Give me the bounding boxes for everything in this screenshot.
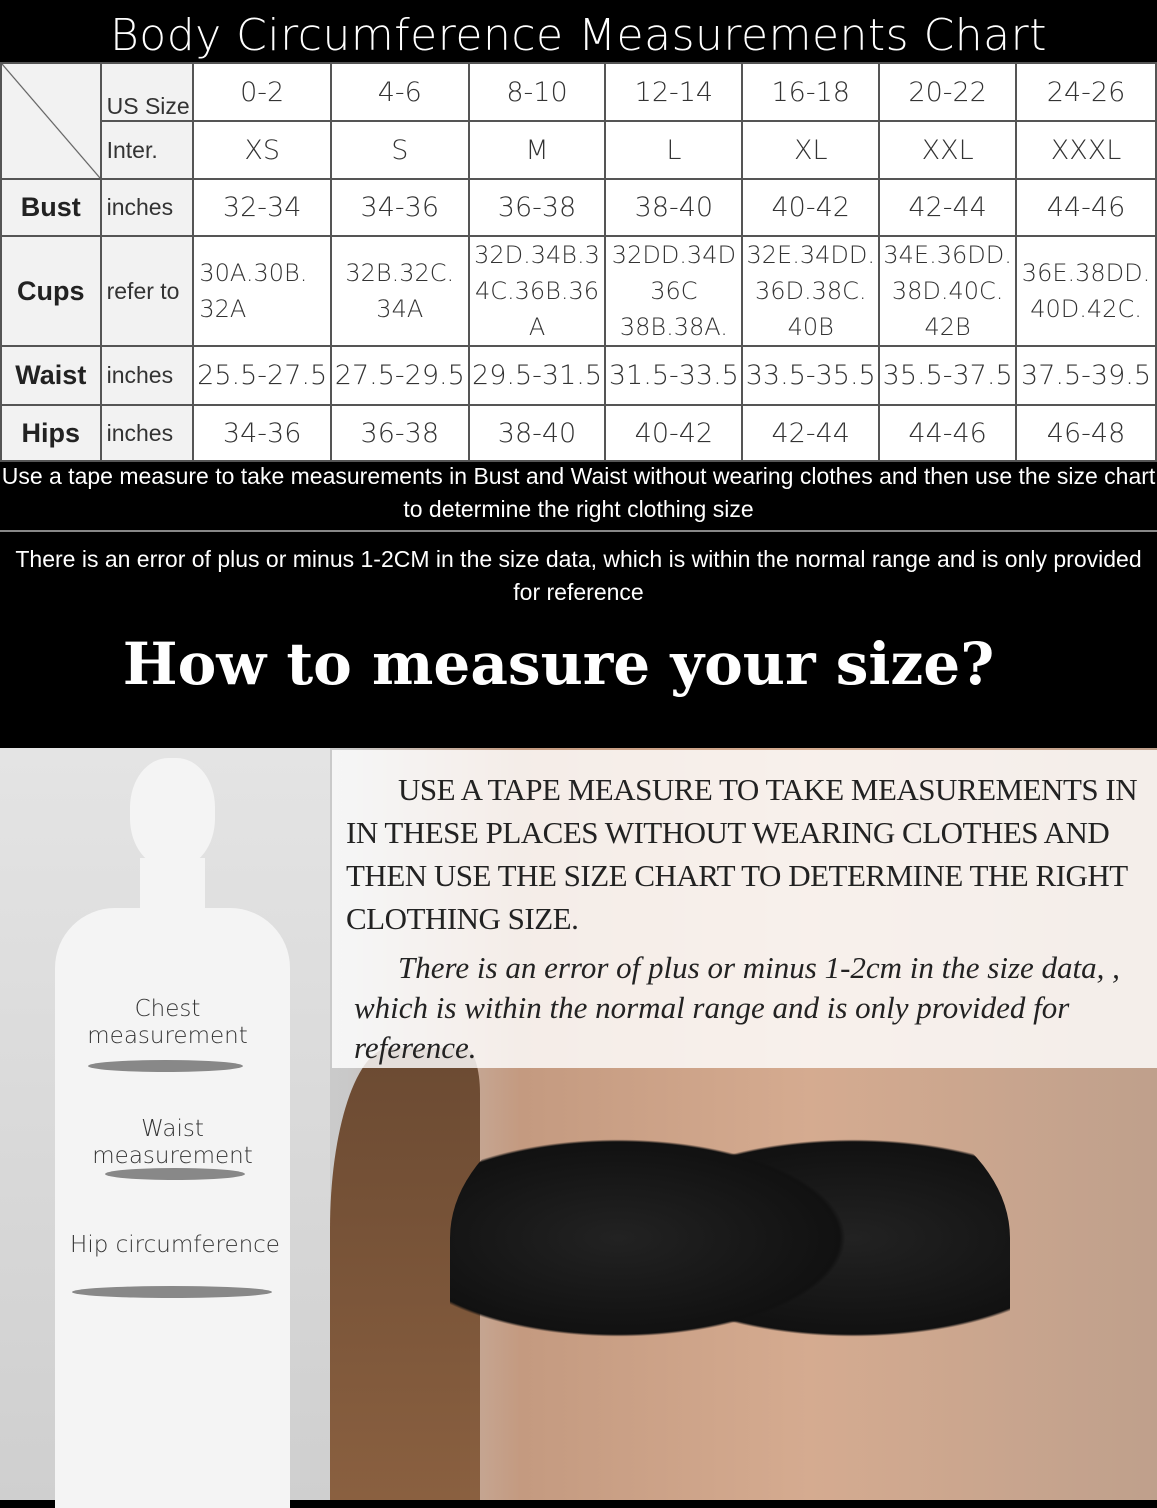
- us-size-cell: 4-6: [329, 62, 470, 122]
- value-cell: 32B.32C. 34A: [329, 235, 470, 347]
- chart-title: Body Circumference Measurements Chart: [0, 0, 1157, 62]
- table-row-cups: Cups refer to 30A.30B. 32A 32B.32C. 34A 32D.…: [0, 235, 1157, 347]
- value-cell: 44-46: [1015, 178, 1157, 237]
- inter-size-row: Inter. XS S M L XL XXL XXXL: [1, 120, 1157, 180]
- value-cell: 36E.38DD. 40D.42C.: [1015, 235, 1157, 347]
- value-cell: 42-44: [741, 404, 881, 462]
- inter-size-cell: S: [329, 120, 470, 180]
- inter-label: Inter.: [99, 120, 195, 180]
- value-cell: 33.5-35.5: [741, 345, 881, 406]
- row-label: Waist: [0, 345, 102, 406]
- body-figure: Chest measurement Waist measurement Hip …: [0, 748, 330, 1508]
- instructions-box: USE A TAPE MEASURE TO TAKE MEASUREMENTS …: [332, 750, 1157, 1068]
- value-cell: 27.5-29.5: [329, 345, 470, 406]
- value-cell: 36-38: [329, 404, 470, 462]
- value-cell: 36-38: [467, 178, 607, 237]
- value-cell: 40-42: [741, 178, 881, 237]
- row-label: Hips: [0, 404, 102, 462]
- us-size-cell: 0-2: [192, 62, 332, 122]
- us-size-cell: 24-26: [1015, 62, 1157, 122]
- row-unit: inches: [99, 178, 195, 237]
- table-row-hips: Hips inches 34-36 36-38 38-40 40-42 42-44 44-46…: [0, 404, 1157, 462]
- value-cell: 37.5-39.5: [1015, 345, 1157, 406]
- value-cell: 35.5-37.5: [878, 345, 1018, 406]
- row-unit: inches: [99, 345, 195, 406]
- value-cell: 31.5-33.5: [604, 345, 744, 406]
- value-cell: 25.5-27.5: [192, 345, 332, 406]
- inter-size-cell: XL: [741, 120, 881, 180]
- error-note-text: There is an error of plus or minus 1-2cm…: [354, 950, 1120, 1065]
- figure-torso: [55, 908, 290, 1508]
- corner-cell: [0, 62, 102, 180]
- value-cell: 32E.34DD. 36D.38C. 40B: [741, 235, 881, 347]
- hip-band: [72, 1286, 272, 1298]
- inter-size-cell: L: [604, 120, 744, 180]
- value-cell: 32DD.34D 36C 38B.38A.: [604, 235, 744, 347]
- how-to-heading: How to measure your size?: [122, 630, 995, 698]
- waist-band: [105, 1168, 245, 1180]
- instructions-text: USE A TAPE MEASURE TO TAKE MEASUREMENTS …: [346, 772, 1138, 936]
- value-cell: 42-44: [878, 178, 1018, 237]
- value-cell: 34-36: [192, 404, 332, 462]
- value-cell: 34-36: [329, 178, 470, 237]
- chest-band: [88, 1060, 243, 1072]
- value-cell: 44-46: [878, 404, 1018, 462]
- row-unit: refer to: [99, 235, 195, 347]
- measure-note: Use a tape measure to take measurements …: [0, 460, 1157, 532]
- value-cell: 46-48: [1015, 404, 1157, 462]
- us-size-cell: 20-22: [878, 62, 1018, 122]
- size-table: US Size 0-2 4-6 8-10 12-14 16-18 20-22 2…: [0, 62, 1157, 462]
- inter-size-cell: XXXL: [1015, 120, 1157, 180]
- value-cell: 38-40: [467, 404, 607, 462]
- value-cell: 40-42: [604, 404, 744, 462]
- table-row-waist: Waist inches 25.5-27.5 27.5-29.5 29.5-31.5 31…: [0, 345, 1157, 406]
- us-size-cell: 16-18: [741, 62, 881, 122]
- hip-label: Hip circumference: [70, 1232, 280, 1258]
- us-size-cell: 8-10: [467, 62, 607, 122]
- row-label: Cups: [0, 235, 102, 347]
- us-size-row: US Size 0-2 4-6 8-10 12-14 16-18 20-22 2…: [0, 62, 1157, 180]
- row-label: Bust: [0, 178, 102, 237]
- bra-shape: [450, 1068, 1010, 1408]
- value-cell: 32D.34B.3 4C.36B.36 A: [467, 235, 607, 347]
- value-cell: 34E.36DD. 38D.40C. 42B: [878, 235, 1018, 347]
- inter-size-cell: XS: [192, 120, 332, 180]
- inter-size-cell: M: [467, 120, 607, 180]
- value-cell: 38-40: [604, 178, 744, 237]
- error-note: There is an error of plus or minus 1-2CM…: [15, 546, 1142, 605]
- model-photo: Chest measurement Waist measurement Hip …: [0, 748, 1157, 1508]
- chest-label: Chest measurement: [87, 996, 248, 1049]
- us-size-label: US Size: [99, 62, 195, 122]
- row-unit: inches: [99, 404, 195, 462]
- value-cell: 30A.30B. 32A: [192, 235, 332, 347]
- waist-label: Waist measurement: [92, 1116, 253, 1169]
- value-cell: 29.5-31.5: [467, 345, 607, 406]
- table-row-bust: Bust inches 32-34 34-36 36-38 38-40 40-42 42-44…: [0, 178, 1157, 237]
- inter-size-cell: XXL: [878, 120, 1018, 180]
- us-size-cell: 12-14: [604, 62, 744, 122]
- figure-head: [130, 758, 215, 868]
- value-cell: 32-34: [192, 178, 332, 237]
